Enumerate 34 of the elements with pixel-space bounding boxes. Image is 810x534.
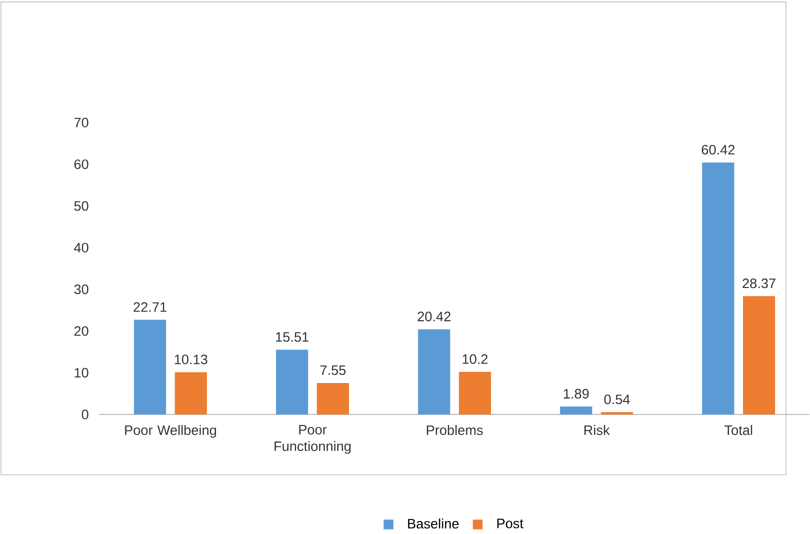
- data-label: 10.13: [174, 354, 208, 364]
- bar: [560, 406, 592, 414]
- y-tick-label: 70: [74, 118, 88, 128]
- bar: [458, 372, 492, 414]
- bar: [316, 382, 349, 414]
- legend-label: Baseline: [408, 518, 459, 528]
- bar: [418, 329, 450, 414]
- y-tick-label: 20: [74, 326, 88, 336]
- y-tick-label: 40: [74, 242, 88, 252]
- bar: [742, 296, 776, 414]
- bar: [174, 372, 207, 414]
- bar: [276, 350, 308, 414]
- x-tick-label: Total: [724, 424, 752, 435]
- legend-label: Post: [497, 518, 524, 528]
- data-label: 15.51: [276, 332, 308, 342]
- bar: [134, 320, 166, 414]
- data-label: 10.2: [462, 354, 488, 364]
- data-label: 22.71: [134, 302, 166, 312]
- y-tick-label: 10: [74, 368, 88, 378]
- data-label: 20.42: [418, 312, 450, 322]
- y-tick-label: 0: [82, 409, 88, 420]
- x-tick-label: Poor Wellbeing: [125, 424, 216, 438]
- data-label: 7.55: [320, 365, 346, 375]
- y-tick-label: 50: [74, 200, 88, 211]
- y-tick-label: 30: [74, 284, 88, 294]
- data-label: 1.89: [564, 388, 589, 398]
- data-label: 0.54: [604, 394, 630, 404]
- x-tick-label: Poor Functionning: [274, 424, 351, 454]
- data-label: 28.37: [742, 278, 776, 288]
- y-tick-label: 60: [74, 159, 88, 169]
- data-label: 60.42: [702, 144, 735, 154]
- bar: [702, 162, 734, 414]
- x-tick-label: Problems: [426, 424, 483, 435]
- x-tick-label: Risk: [584, 424, 610, 435]
